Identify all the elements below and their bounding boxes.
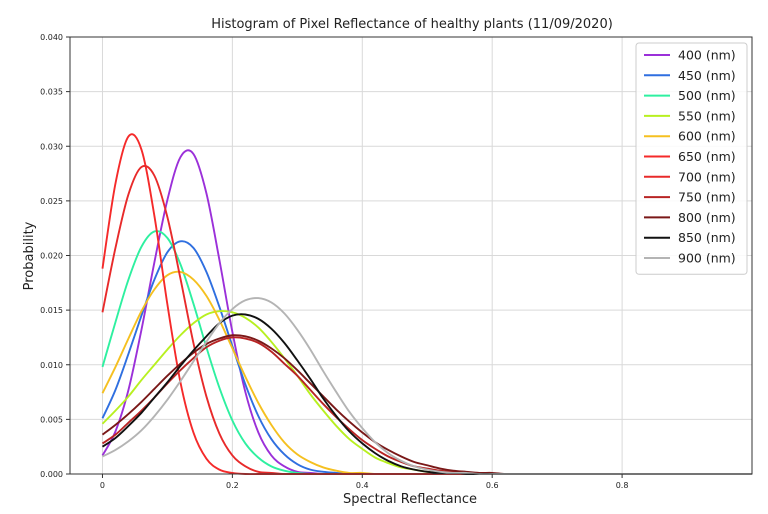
y-tick-label: 0.000	[40, 470, 63, 479]
x-tick-label: 0.6	[486, 481, 499, 490]
chart-title: Histogram of Pixel Reflectance of health…	[211, 17, 613, 32]
y-tick-label: 0.015	[40, 306, 63, 315]
x-axis-label: Spectral Reflectance	[343, 492, 477, 507]
series-line-450-nm	[101, 240, 752, 476]
y-tick-label: 0.035	[40, 88, 63, 97]
legend-label: 450 (nm)	[678, 68, 736, 83]
series-line-750-nm	[101, 336, 752, 476]
legend-label: 500 (nm)	[678, 88, 736, 103]
legend-label: 900 (nm)	[678, 251, 736, 266]
y-axis-label: Probability	[22, 221, 37, 290]
legend-label: 700 (nm)	[678, 169, 736, 184]
series-line-850-nm	[101, 313, 752, 476]
grid	[70, 36, 752, 475]
x-tick-label: 0.8	[616, 481, 629, 490]
x-tick-label: 0.4	[356, 481, 369, 490]
legend-label: 600 (nm)	[678, 129, 736, 144]
legend-label: 750 (nm)	[678, 190, 736, 205]
legend-label: 650 (nm)	[678, 149, 736, 164]
series-line-800-nm	[101, 334, 752, 476]
y-tick-label: 0.020	[40, 252, 63, 261]
y-tick-label: 0.025	[40, 197, 63, 206]
y-tick-label: 0.005	[40, 415, 63, 424]
x-tick-label: 0	[100, 481, 105, 490]
legend-label: 400 (nm)	[678, 48, 736, 63]
axis-ticks: 0.000 0.005 0.010 0.015 0.020 0.025 0.030 0.035…	[40, 33, 628, 490]
legend-label: 800 (nm)	[678, 210, 736, 225]
legend-label: 850 (nm)	[678, 230, 736, 245]
y-tick-label: 0.010	[40, 361, 63, 370]
legend-label: 550 (nm)	[678, 108, 736, 123]
x-tick-label: 0.2	[226, 481, 239, 490]
y-tick-label: 0.030	[40, 142, 63, 151]
legend: 400 (nm) 450 (nm) 500 (nm) 550 (nm) 600 (nm)…	[635, 42, 748, 275]
y-tick-label: 0.040	[40, 33, 63, 42]
